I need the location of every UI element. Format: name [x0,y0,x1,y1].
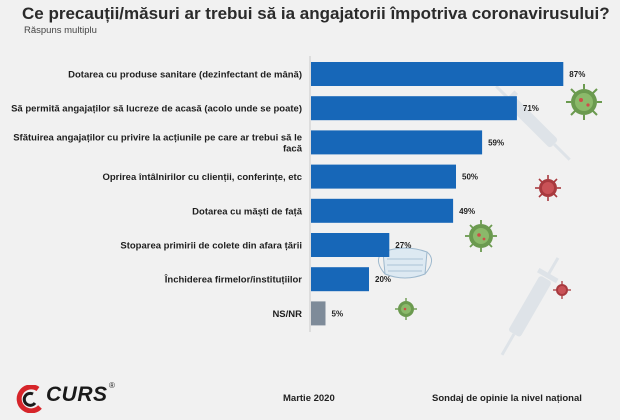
virus-icon-red [535,175,561,201]
logo-swoosh-icon [16,385,42,413]
bar [311,267,369,292]
bar-value-label: 71% [523,104,539,113]
category-label: Închiderea firmelor/instituțiilor [164,274,303,286]
logo-registered-mark: ® [109,381,115,390]
bar-value-label: 87% [569,70,585,79]
bar [311,233,390,257]
bar [311,130,483,155]
bar-value-label: 20% [375,275,391,284]
bar-value-label: 50% [462,173,478,182]
bar [311,198,454,223]
bars: 87% Dotarea cu produse sanitare (dezinfec… [11,62,585,326]
virus-icon-green [465,220,497,252]
chart-subtitle: Răspuns multiplu [24,25,97,36]
bar-value-label: 5% [332,309,344,318]
syringe-icon [500,257,560,356]
bar [311,62,564,86]
virus-icon-green [395,298,417,320]
virus-icon-green [566,84,602,120]
virus-icon-red [553,281,571,299]
bar-value-label: 49% [459,207,475,216]
footer-note: Sondaj de opinie la nivel național [432,393,582,404]
category-label: Sfătuirea angajaților cu privire la acți… [13,132,302,143]
bar [311,96,517,121]
decorations [378,84,602,356]
category-label: Să permită angajaților să lucreze de aca… [11,104,302,115]
bar-value-label: 27% [395,241,411,250]
category-label: Stoparea primirii de colete din afara ță… [120,241,302,252]
category-label: Dotarea cu produse sanitare (dezinfectan… [68,70,302,81]
chart-title: Ce precauții/măsuri ar trebui să ia anga… [22,4,610,23]
category-label: Dotarea cu măști de față [192,206,303,217]
syringe-icon [495,85,571,161]
footer-date: Martie 2020 [283,393,335,404]
bar-value-label: 59% [488,138,504,147]
bar [311,164,456,189]
category-label: facă [283,143,303,154]
logo-text: CURS [46,383,108,406]
category-label: NS/NR [272,309,302,320]
bar [311,301,326,326]
category-label: Oprirea întâlnirilor cu clienții, confer… [102,172,302,183]
face-mask-icon [378,247,432,279]
